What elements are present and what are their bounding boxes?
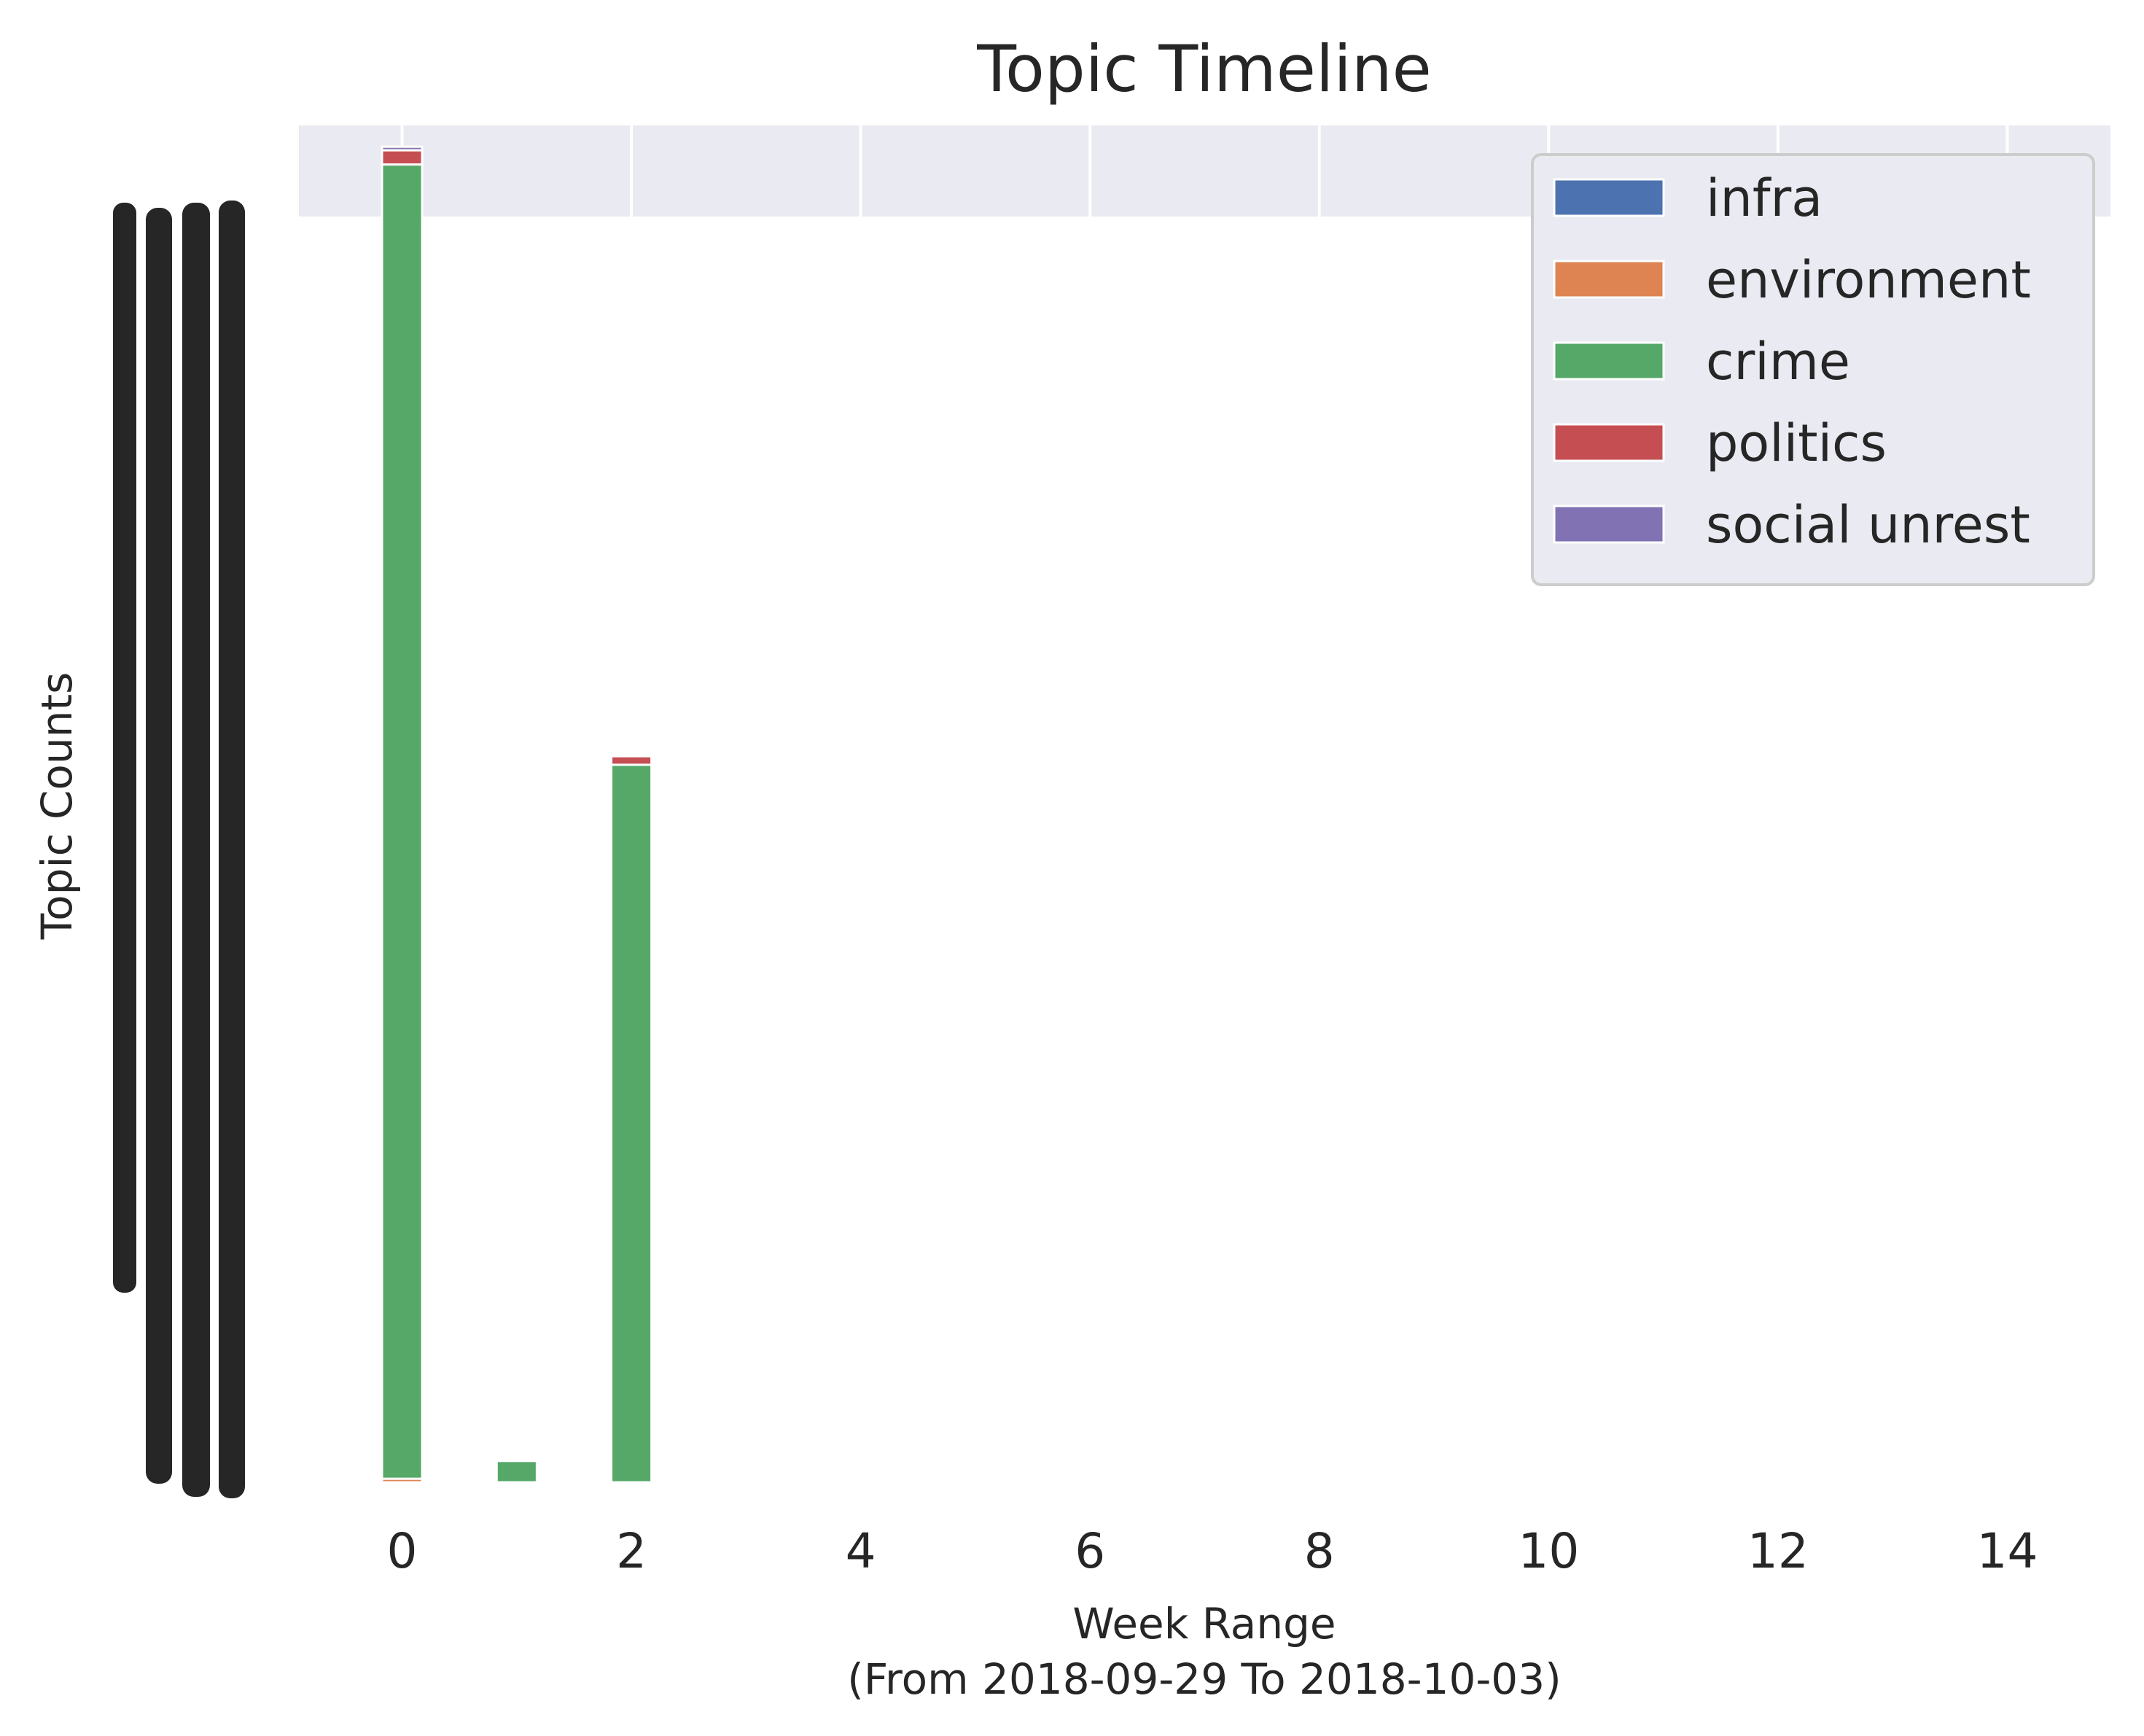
bar-crime-x2 <box>610 763 653 1484</box>
legend-swatch-environment <box>1553 260 1665 299</box>
x-tick-label-0: 0 <box>387 1523 418 1579</box>
bar-social-unrest-x0 <box>381 145 424 152</box>
legend-swatch-crime <box>1553 341 1665 381</box>
legend-frame <box>1531 153 2095 586</box>
bar-politics-x0 <box>381 149 424 166</box>
legend-label-politics: politics <box>1706 413 1887 473</box>
y-axis-label: Topic Counts <box>32 672 82 941</box>
x-tick-labels: 0 2 4 6 8 10 12 14 <box>387 1523 2038 1579</box>
y-tick-labels-overlapping <box>113 201 245 1498</box>
x-axis-label: Week Range <box>1072 1599 1336 1649</box>
x-tick-label-2: 2 <box>616 1523 647 1579</box>
legend-label-social-unrest: social unrest <box>1706 495 2030 555</box>
x-tick-label-14: 14 <box>1976 1523 2038 1579</box>
legend-swatch-politics <box>1553 423 1665 462</box>
legend-swatch-infra <box>1553 178 1665 217</box>
chart-title: Topic Timeline <box>976 31 1431 106</box>
x-tick-label-4: 4 <box>846 1523 876 1579</box>
legend-label-infra: infra <box>1706 168 1823 228</box>
bar-politics-x2 <box>610 755 653 766</box>
legend: infra environment crime politics social unre… <box>1531 153 2095 586</box>
bar-crime-x0 <box>381 163 424 1480</box>
legend-swatch-social-unrest <box>1553 505 1665 544</box>
legend-label-environment: environment <box>1706 250 2031 310</box>
x-tick-label-12: 12 <box>1747 1523 1809 1579</box>
x-tick-label-8: 8 <box>1304 1523 1335 1579</box>
x-axis-sublabel: (From 2018-09-29 To 2018-10-03) <box>847 1654 1561 1704</box>
bars <box>381 145 653 1484</box>
bar-crime-x1 <box>495 1460 538 1484</box>
x-tick-label-6: 6 <box>1075 1523 1105 1579</box>
legend-label-crime: crime <box>1706 332 1850 392</box>
x-tick-label-10: 10 <box>1518 1523 1579 1579</box>
